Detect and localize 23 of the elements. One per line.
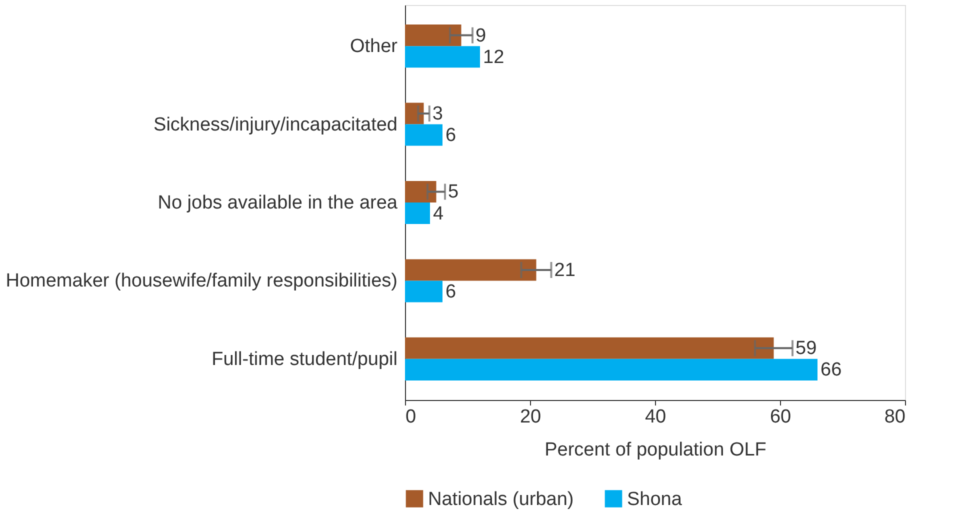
data-label: 21: [554, 260, 576, 281]
data-label: 5: [448, 182, 459, 203]
data-label: 6: [446, 125, 456, 146]
data-label: 6: [446, 281, 456, 302]
x-tick-label: 20: [520, 406, 542, 428]
x-axis-title: Percent of population OLF: [544, 440, 766, 460]
data-label: 4: [433, 203, 444, 224]
y-tick-label: Other: [350, 36, 398, 58]
data-label: 9: [476, 25, 486, 46]
data-label: 59: [796, 338, 817, 360]
x-tick-label: 0: [406, 406, 416, 428]
legend-label: Nationals (urban): [428, 488, 574, 510]
y-tick-label: Full-time student/pupil: [212, 348, 398, 370]
legend-label: Shona: [627, 488, 682, 510]
y-tick-label: No jobs available in the area: [158, 192, 398, 214]
data-label: 12: [483, 46, 504, 68]
x-tick-label: 80: [884, 406, 906, 428]
x-tick-label: 60: [770, 406, 792, 428]
data-label: 3: [432, 104, 443, 125]
data-label: 66: [820, 360, 842, 381]
x-tick-label: 40: [644, 406, 666, 428]
y-tick-label: Sickness/injury/incapacitated: [154, 114, 398, 136]
y-tick-label: Homemaker (housewife/family responsibilities): [6, 270, 398, 292]
